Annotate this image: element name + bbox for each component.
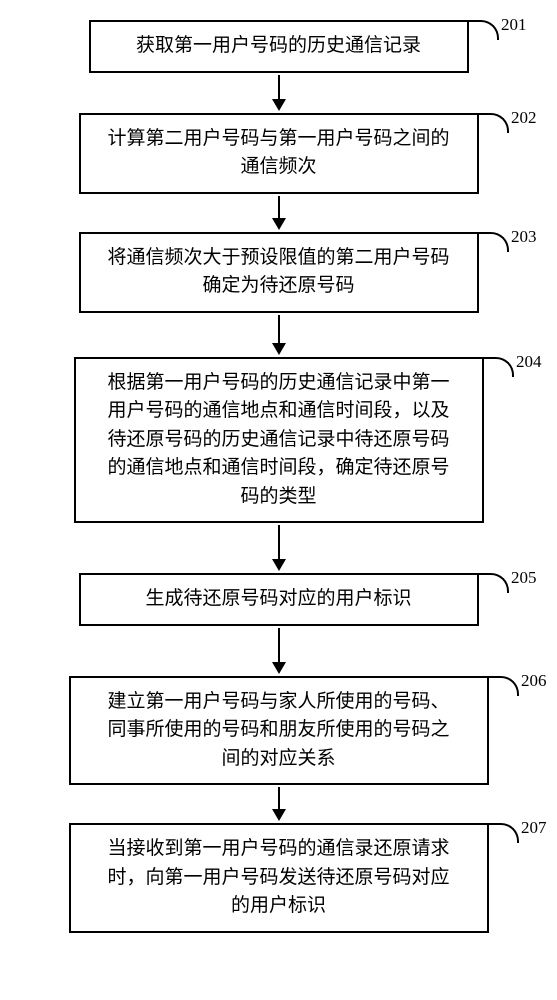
label-text: 206 xyxy=(521,668,547,694)
label-text: 202 xyxy=(511,105,537,131)
flowchart: 获取第一用户号码的历史通信记录 201 计算第二用户号码与第一用户号码之间的通信… xyxy=(59,20,499,933)
node-text: 根据第一用户号码的历史通信记录中第一用户号码的通信地点和通信时间段，以及待还原号… xyxy=(107,372,449,507)
flow-node-3: 将通信频次大于预设限值的第二用户号码确定为待还原号码 203 xyxy=(79,232,479,313)
step-label-201: 201 xyxy=(467,14,527,40)
label-text: 207 xyxy=(521,815,547,841)
flow-node-7: 当接收到第一用户号码的通信录还原请求时，向第一用户号码发送待还原号码对应的用户标… xyxy=(69,823,489,933)
arrow xyxy=(272,315,286,355)
step-label-202: 202 xyxy=(477,107,537,133)
node-text: 建立第一用户号码与家人所使用的号码、同事所使用的号码和朋友所使用的号码之间的对应… xyxy=(107,691,449,769)
step-label-205: 205 xyxy=(477,567,537,593)
node-text: 当接收到第一用户号码的通信录还原请求时，向第一用户号码发送待还原号码对应的用户标… xyxy=(107,838,449,916)
flow-node-4: 根据第一用户号码的历史通信记录中第一用户号码的通信地点和通信时间段，以及待还原号… xyxy=(74,357,484,524)
step-label-203: 203 xyxy=(477,226,537,252)
step-label-206: 206 xyxy=(487,670,547,696)
flow-node-2: 计算第二用户号码与第一用户号码之间的通信频次 202 xyxy=(79,113,479,194)
label-text: 201 xyxy=(501,12,527,38)
step-label-207: 207 xyxy=(487,817,547,843)
label-text: 205 xyxy=(511,565,537,591)
flow-node-5: 生成待还原号码对应的用户标识 205 xyxy=(79,573,479,626)
arrow xyxy=(272,628,286,674)
arrow xyxy=(272,525,286,571)
node-text: 生成待还原号码对应的用户标识 xyxy=(145,588,411,609)
arrow xyxy=(272,787,286,821)
step-label-204: 204 xyxy=(482,351,542,377)
arrow xyxy=(272,75,286,111)
flow-node-6: 建立第一用户号码与家人所使用的号码、同事所使用的号码和朋友所使用的号码之间的对应… xyxy=(69,676,489,786)
node-text: 获取第一用户号码的历史通信记录 xyxy=(136,35,421,56)
label-text: 203 xyxy=(511,224,537,250)
arrow xyxy=(272,196,286,230)
flow-node-1: 获取第一用户号码的历史通信记录 201 xyxy=(89,20,469,73)
label-text: 204 xyxy=(516,349,542,375)
node-text: 将通信频次大于预设限值的第二用户号码确定为待还原号码 xyxy=(107,247,449,297)
node-text: 计算第二用户号码与第一用户号码之间的通信频次 xyxy=(107,128,449,178)
